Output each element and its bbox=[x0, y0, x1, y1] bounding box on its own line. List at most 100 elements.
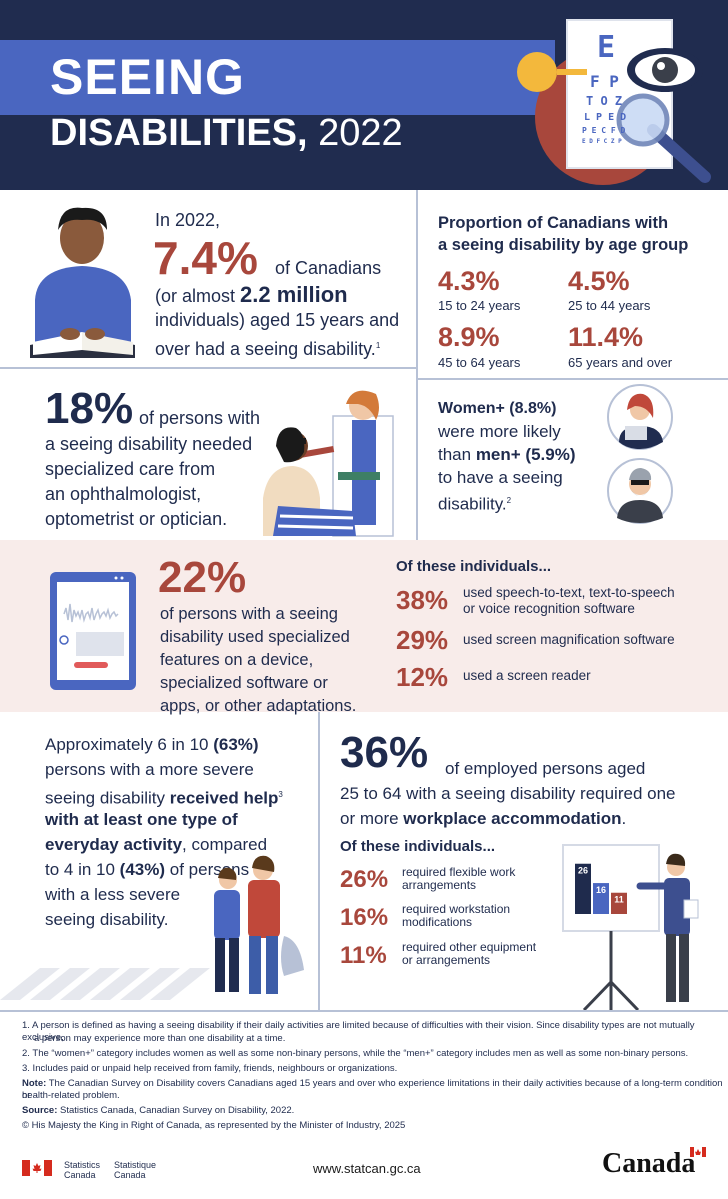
note-line2: health-related problem. bbox=[22, 1090, 120, 1101]
statcan-english-logo: Statistics Canada bbox=[64, 1160, 101, 1180]
workplace-label-flexible-2: arrangements bbox=[402, 878, 477, 892]
adaptations-percent: 22% bbox=[158, 553, 247, 602]
workplace-label-equipment-2: or arrangements bbox=[402, 953, 491, 967]
age-label-45-64: 45 to 64 years bbox=[438, 355, 521, 370]
intro-line3: (or almost 2.2 million bbox=[155, 282, 348, 307]
presenter-illustration bbox=[636, 853, 699, 1002]
chart-bar-3 bbox=[611, 892, 627, 914]
age-value-15-24: 4.3% bbox=[438, 266, 500, 296]
chart-leg-left bbox=[582, 980, 613, 1010]
eye-chart-row-5: P E C F D bbox=[582, 126, 626, 135]
adaptations-subtitle: Of these individuals... bbox=[396, 558, 552, 575]
age-group-title-2: a seeing disability by age group bbox=[438, 236, 689, 254]
gender-women-bold: Women+ (8.8%) bbox=[438, 400, 557, 417]
age-value-25-44: 4.5% bbox=[568, 266, 630, 296]
help-line2: persons with a more severe bbox=[45, 760, 254, 779]
chart-leg-right bbox=[609, 980, 640, 1010]
note-line1: Note: The Canadian Survey on Disability … bbox=[22, 1078, 723, 1101]
eye-chart-row-3: T O Z bbox=[586, 94, 623, 108]
divider-vertical-top bbox=[416, 190, 418, 540]
source-line: Source: Statistics Canada, Canadian Surv… bbox=[22, 1105, 295, 1116]
workplace-value-flexible: 26% bbox=[340, 866, 389, 893]
footnote-3: 3. Includes paid or unpaid help received… bbox=[22, 1063, 398, 1074]
intro-percent: 7.4% bbox=[153, 232, 258, 284]
adaptations-label-reader: used a screen reader bbox=[463, 668, 591, 683]
wordmark-flag-icon bbox=[690, 1147, 706, 1157]
website-link[interactable]: www.statcan.gc.ca bbox=[313, 1161, 421, 1176]
chart-bar-1 bbox=[575, 863, 591, 914]
canada-flag-icon bbox=[22, 1160, 52, 1176]
adaptations-line1: of persons with a seeing bbox=[160, 605, 338, 623]
statcan-french-logo: Statistique Canada bbox=[114, 1160, 157, 1180]
gender-line2: were more likely bbox=[438, 422, 561, 441]
age-label-25-44: 25 to 44 years bbox=[568, 298, 651, 313]
chart-bar-2 bbox=[593, 883, 609, 914]
help-line8: seeing disability. bbox=[45, 910, 169, 929]
eye-chart-row-2: F P bbox=[590, 72, 619, 91]
chart-bar-label-1: 26 bbox=[578, 866, 588, 876]
age-label-15-24: 15 to 24 years bbox=[438, 298, 521, 313]
page-title-line1: SEEING bbox=[50, 49, 245, 105]
page-title-line2: DISABILITIES, 2022 bbox=[50, 112, 403, 154]
age-group-title-1: Proportion of Canadians with bbox=[438, 214, 669, 232]
specialized-care-line3: specialized care from bbox=[45, 459, 216, 479]
reading-braille-illustration bbox=[30, 207, 135, 358]
workplace-label-flexible-1: required flexible work bbox=[402, 865, 516, 879]
workplace-label-workstation-1: required workstation bbox=[402, 902, 511, 916]
adaptations-value-reader: 12% bbox=[396, 662, 449, 692]
help-line5: everyday activity, compared bbox=[45, 835, 268, 854]
help-line1: Approximately 6 in 10 (63%) bbox=[45, 735, 259, 754]
specialized-care-line2: a seeing disability needed bbox=[45, 434, 253, 454]
footnote-2: 2. The “women+” category includes women … bbox=[22, 1048, 689, 1059]
workplace-label-workstation-2: modifications bbox=[402, 915, 473, 929]
workplace-bar-chart: 26 16 11 bbox=[562, 844, 699, 1010]
footnote-1a: 1. A person is defined as having a seein… bbox=[22, 1020, 695, 1043]
help-line7: with a less severe bbox=[45, 885, 181, 904]
workplace-line1: of employed persons aged bbox=[445, 759, 646, 778]
eye-chart-row-1: E bbox=[597, 30, 616, 65]
adaptations-line5: apps, or other adaptations. bbox=[160, 697, 357, 715]
eye-chart-row-4: L P E D bbox=[584, 112, 627, 123]
workplace-percent: 36% bbox=[340, 728, 429, 777]
eye-chart-row-6: E D F C Z P bbox=[582, 138, 622, 145]
adaptations-label-speech-1: used speech-to-text, text-to-speech bbox=[463, 585, 675, 600]
workplace-line3: or more workplace accommodation. bbox=[340, 809, 627, 828]
workplace-label-equipment-1: required other equipment bbox=[402, 940, 537, 954]
adaptations-label-speech-2: or voice recognition software bbox=[463, 601, 635, 616]
adaptations-value-magnification: 29% bbox=[396, 625, 449, 655]
intro-year-text: In 2022, bbox=[155, 210, 221, 230]
specialized-care-percent: 18% bbox=[45, 384, 134, 433]
adaptations-line4: specialized software or bbox=[160, 674, 328, 692]
specialized-care-line5: optometrist or optician. bbox=[45, 509, 228, 529]
age-label-65-plus: 65 years and over bbox=[568, 355, 673, 370]
title-band bbox=[0, 40, 555, 115]
footnote-1b: a person may experience more than one di… bbox=[34, 1033, 286, 1044]
chart-bar-label-2: 16 bbox=[596, 885, 606, 895]
intro-line4: individuals) aged 15 years and bbox=[155, 310, 400, 330]
canada-wordmark: Canada bbox=[602, 1148, 696, 1179]
copyright-line: © His Majesty the King in Right of Canad… bbox=[22, 1120, 406, 1131]
help-line4: with at least one type of bbox=[45, 810, 238, 829]
gender-line5: disability.2 bbox=[438, 494, 512, 514]
women-men-portraits bbox=[607, 384, 673, 524]
gender-line4: to have a seeing bbox=[438, 468, 563, 487]
chart-bar-label-3: 11 bbox=[614, 895, 624, 905]
age-value-65-plus: 11.4% bbox=[568, 322, 644, 352]
workplace-value-equipment: 11% bbox=[340, 942, 387, 969]
divider-left-1 bbox=[0, 367, 416, 369]
adaptations-line3: features on a device, bbox=[160, 651, 314, 669]
divider-right-1 bbox=[416, 378, 728, 380]
workplace-line2: 25 to 64 with a seeing disability requir… bbox=[340, 784, 676, 803]
eye-chart-illustration bbox=[517, 19, 711, 185]
specialized-care-line4: an ophthalmologist, bbox=[45, 484, 202, 504]
adaptations-line2: disability used specialized bbox=[160, 628, 350, 646]
divider-footnotes bbox=[0, 1010, 728, 1012]
eye-exam-illustration bbox=[263, 390, 394, 537]
help-line3: seeing disability received help3 bbox=[45, 788, 283, 808]
adaptations-label-magnification: used screen magnification software bbox=[463, 632, 675, 647]
specialized-care-line1: of persons with bbox=[139, 408, 261, 428]
gender-line3: than men+ (5.9%) bbox=[438, 445, 576, 464]
helper-walking-illustration bbox=[0, 855, 304, 1000]
tablet-illustration bbox=[50, 572, 136, 690]
workplace-value-workstation: 16% bbox=[340, 904, 389, 931]
